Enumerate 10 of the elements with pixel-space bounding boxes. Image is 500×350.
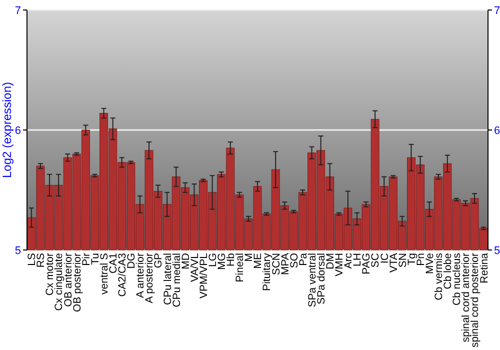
y-tick-label: 7 bbox=[14, 4, 21, 17]
y2-tick-label: 6 bbox=[494, 124, 500, 137]
x-tick-label: MVe bbox=[424, 252, 436, 274]
x-tick-label: RS bbox=[35, 253, 48, 268]
y-axis-title: Log2 (expression) bbox=[0, 82, 14, 178]
y-tick-label: 5 bbox=[14, 244, 21, 257]
y2-tick-label: 7 bbox=[494, 4, 500, 17]
x-tick-label: DG bbox=[126, 253, 138, 269]
y-tick-label: 6 bbox=[14, 124, 21, 137]
y2-tick-label: 5 bbox=[494, 244, 500, 257]
